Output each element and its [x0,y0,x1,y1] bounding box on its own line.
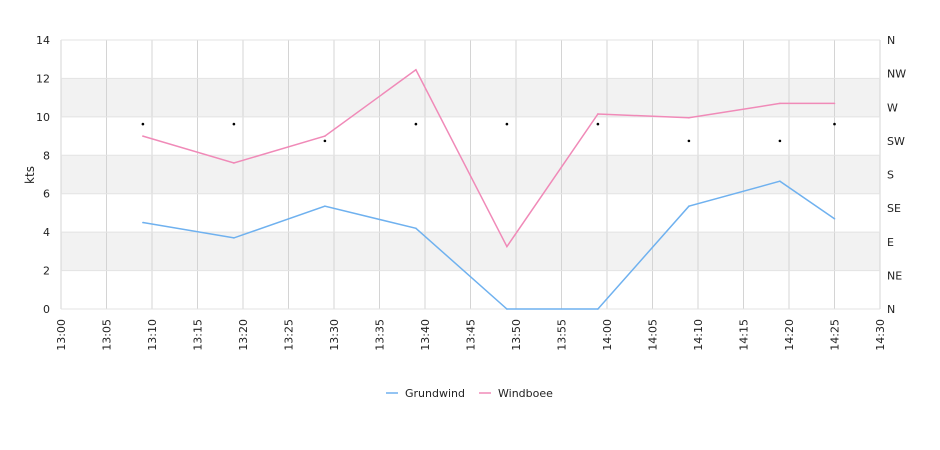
x-tick-label: 13:55 [556,319,569,351]
x-tick-label: 13:10 [146,319,159,351]
data-point-grundwind [779,180,781,183]
direction-markers [141,122,836,143]
x-tick-label: 13:05 [101,319,114,351]
legend-label-grundwind: Grundwind [405,387,465,400]
data-point-windboee [415,68,417,71]
data-point-grundwind [324,205,326,208]
direction-marker [505,122,509,126]
x-tick-label: 13:40 [419,319,432,351]
left-axis-ticks: 0 2 4 6 8 10 12 14 [36,34,50,316]
data-point-windboee [833,102,836,105]
x-tick-label: 14:20 [783,319,796,351]
right-tick-label: S [887,169,894,182]
data-point-grundwind [506,308,508,310]
x-tick-label: 14:00 [601,319,614,351]
legend[interactable]: Grundwind Windboee [386,387,553,400]
data-point-windboee [142,135,144,137]
right-tick-label: W [887,101,898,114]
x-tick-label: 13:15 [192,319,205,351]
right-tick-label: NE [887,269,902,282]
data-point-windboee [779,102,781,105]
x-tick-label: 13:35 [374,319,387,351]
x-tick-label: 14:25 [829,319,842,351]
direction-marker [232,122,236,126]
data-point-grundwind [142,221,144,224]
data-point-windboee [233,162,235,164]
vertical-grid [60,40,881,309]
y-tick-label: 12 [36,72,50,85]
direction-marker [687,139,691,143]
y-axis-label: kts [23,166,37,184]
legend-label-windboee: Windboee [498,387,553,400]
x-axis-ticks: 13:00 13:05 13:10 13:15 13:20 13:25 13:30 13:35… [55,319,887,351]
x-tick-label: 13:00 [55,319,68,351]
y-tick-label: 10 [36,111,50,124]
data-point-grundwind [688,205,690,208]
data-point-windboee [597,113,599,115]
y-tick-label: 14 [36,34,50,47]
right-tick-label: SE [887,202,901,215]
x-tick-label: 13:25 [283,319,296,351]
direction-marker [778,139,782,143]
x-tick-label: 13:45 [465,319,478,351]
y-tick-label: 2 [43,265,50,278]
x-tick-label: 14:30 [874,319,887,351]
series-layer [142,68,836,310]
x-tick-label: 14:15 [738,319,751,351]
direction-marker [833,122,836,126]
data-point-windboee [688,117,690,119]
x-tick-label: 13:30 [328,319,341,351]
direction-marker [414,122,418,126]
data-point-windboee [506,245,508,248]
y-tick-label: 4 [43,226,50,239]
right-tick-label: N [887,303,895,316]
data-point-grundwind [597,308,599,310]
x-tick-label: 14:05 [647,319,660,351]
data-point-grundwind [233,237,235,239]
x-tick-label: 13:20 [237,319,250,351]
right-tick-label: N [887,34,895,47]
data-point-grundwind [415,227,417,230]
right-tick-label: NW [887,68,906,81]
right-axis-ticks: N NE E SE S SW W NW N [887,34,906,316]
x-tick-label: 13:50 [510,319,523,351]
y-tick-label: 6 [43,188,50,201]
direction-marker [141,122,145,126]
direction-marker [323,139,327,143]
y-tick-label: 0 [43,303,50,316]
right-tick-label: E [887,236,894,249]
y-tick-label: 8 [43,149,50,162]
data-point-windboee [324,135,326,137]
data-point-grundwind [833,217,836,220]
direction-marker [596,122,600,126]
x-tick-label: 14:10 [692,319,705,351]
right-tick-label: SW [887,135,905,148]
